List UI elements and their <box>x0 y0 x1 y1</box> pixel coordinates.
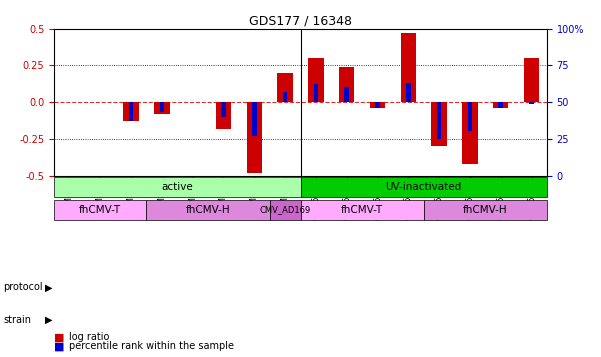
Bar <box>160 102 164 112</box>
Bar <box>308 58 323 102</box>
Bar <box>344 87 349 102</box>
Bar <box>283 92 287 102</box>
Bar <box>154 102 169 114</box>
FancyBboxPatch shape <box>54 177 300 197</box>
Bar <box>370 102 385 108</box>
Text: UV-inactivated: UV-inactivated <box>386 182 462 192</box>
Text: active: active <box>162 182 193 192</box>
FancyBboxPatch shape <box>270 200 300 220</box>
Bar <box>406 83 410 102</box>
Text: ■: ■ <box>54 341 64 351</box>
Text: fhCMV-T: fhCMV-T <box>79 205 121 215</box>
Bar <box>524 58 539 102</box>
Bar <box>246 102 262 173</box>
FancyBboxPatch shape <box>300 177 547 197</box>
Bar <box>221 102 226 117</box>
Text: percentile rank within the sample: percentile rank within the sample <box>69 341 234 351</box>
FancyBboxPatch shape <box>147 200 270 220</box>
Bar <box>498 102 503 108</box>
Text: fhCMV-H: fhCMV-H <box>186 205 230 215</box>
FancyBboxPatch shape <box>424 200 547 220</box>
Bar <box>129 102 133 121</box>
Bar <box>375 102 380 108</box>
Text: ▶: ▶ <box>45 315 52 325</box>
Text: ▶: ▶ <box>45 282 52 292</box>
Text: CMV_AD169: CMV_AD169 <box>260 205 311 215</box>
Bar <box>401 33 416 102</box>
Bar <box>216 102 231 129</box>
Bar <box>339 67 355 102</box>
Bar <box>529 102 534 104</box>
Text: fhCMV-H: fhCMV-H <box>463 205 508 215</box>
Title: GDS177 / 16348: GDS177 / 16348 <box>249 14 352 27</box>
Bar <box>468 102 472 131</box>
Text: ■: ■ <box>54 332 64 342</box>
Text: protocol: protocol <box>3 282 43 292</box>
Text: log ratio: log ratio <box>69 332 109 342</box>
Text: fhCMV-T: fhCMV-T <box>341 205 383 215</box>
Bar <box>462 102 478 164</box>
Bar <box>252 102 257 136</box>
Text: strain: strain <box>3 315 31 325</box>
Bar <box>437 102 441 139</box>
FancyBboxPatch shape <box>300 200 424 220</box>
Bar <box>123 102 139 121</box>
Bar <box>278 73 293 102</box>
Bar <box>314 85 318 102</box>
Bar <box>493 102 508 108</box>
Bar <box>432 102 447 146</box>
FancyBboxPatch shape <box>54 200 147 220</box>
